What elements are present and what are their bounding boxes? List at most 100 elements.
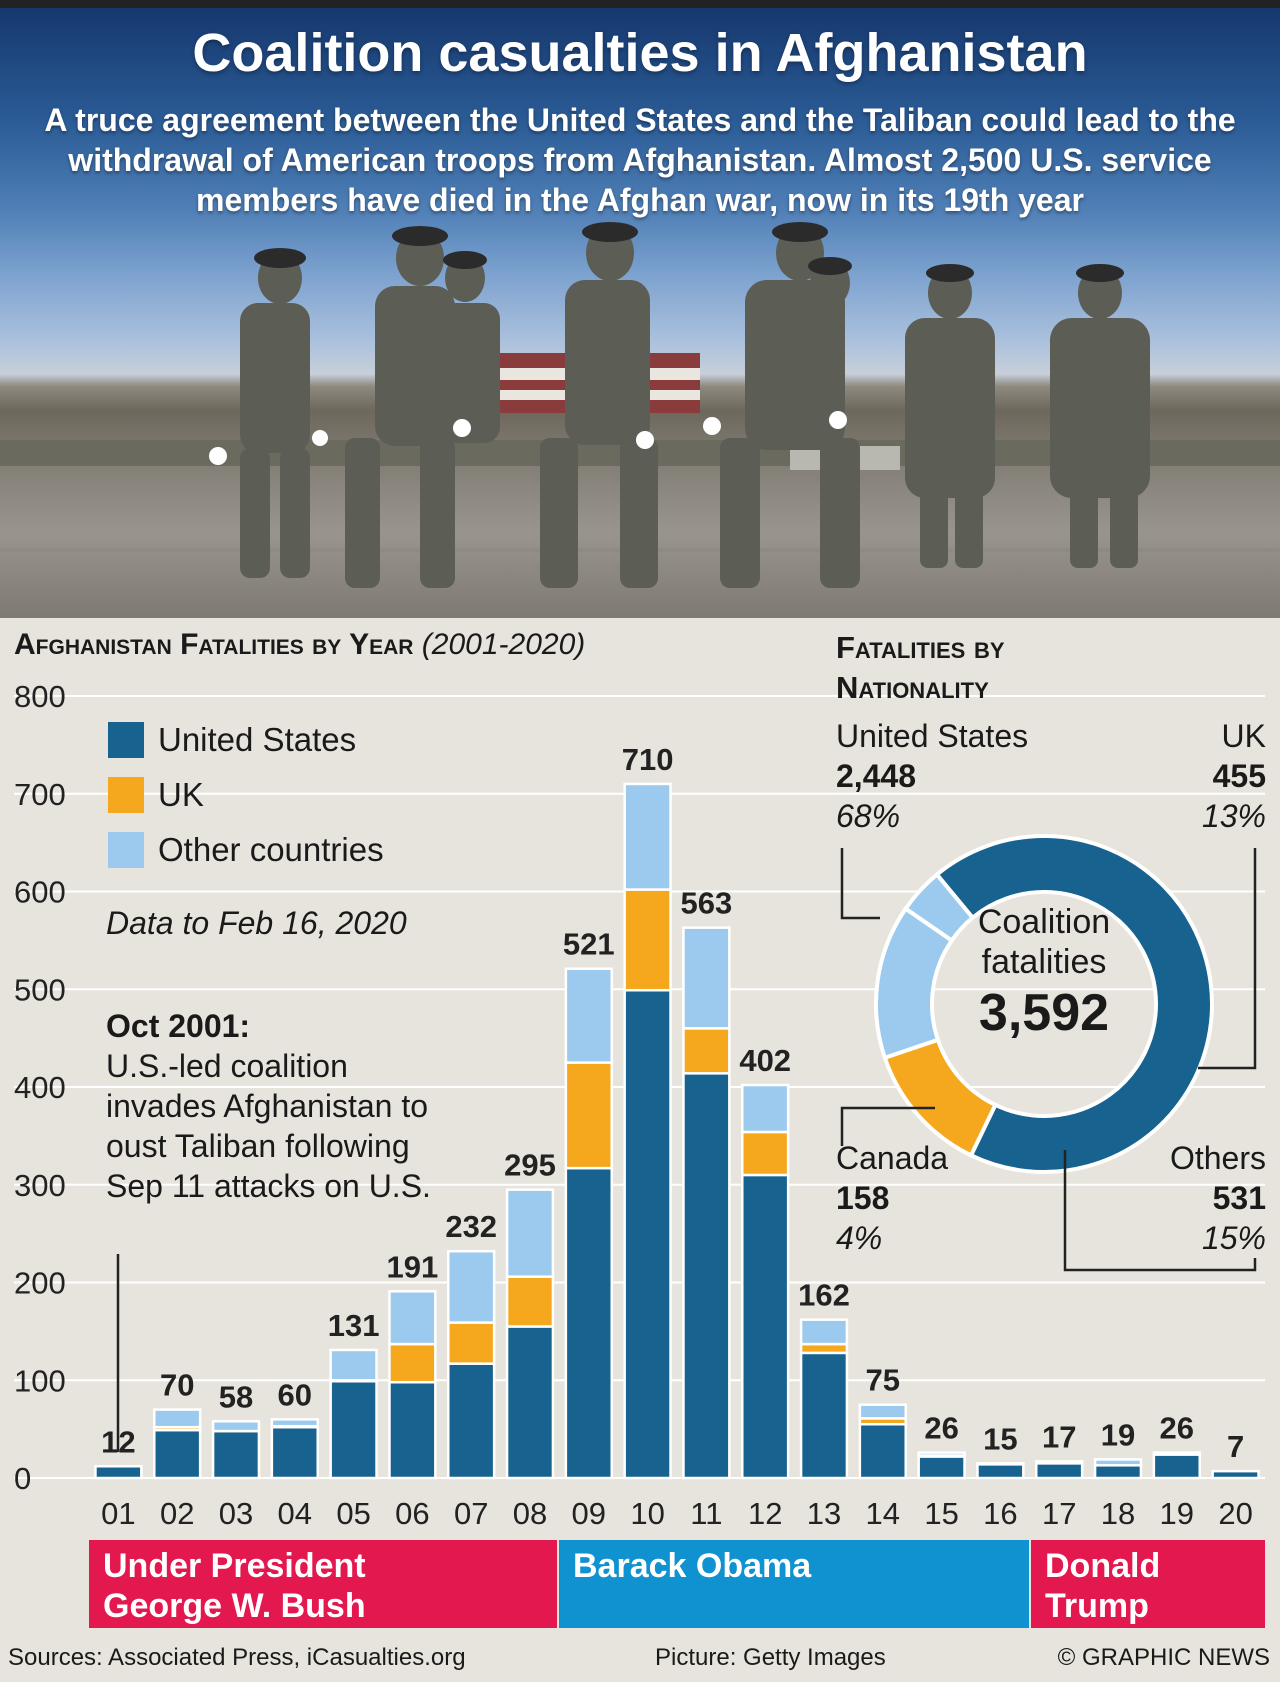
bar-total-label: 60 <box>278 1377 312 1412</box>
bar-segment-other-countries <box>623 782 672 891</box>
footer-sources: Sources: Associated Press, iCasualties.o… <box>8 1644 466 1671</box>
donut-center-label: Coalition fatalities 3,592 <box>944 902 1144 1044</box>
bar-segment-other-countries <box>153 1408 202 1429</box>
obama-label-line1: Barack Obama <box>573 1547 812 1585</box>
bar-segment-other-countries <box>799 1318 849 1346</box>
bar-segment-uk <box>564 1061 613 1170</box>
legend-label: Other countries <box>158 830 384 868</box>
bar-total-label: 75 <box>866 1363 900 1398</box>
bar-total-label: 131 <box>328 1308 380 1343</box>
bar-segment-united-states <box>388 1380 437 1480</box>
bar-segment-united-states <box>1093 1464 1143 1480</box>
trump-label-line2: Trump <box>1045 1587 1149 1625</box>
leader-lines <box>116 848 1257 1452</box>
bar-segment-uk <box>388 1342 437 1384</box>
legend-swatch <box>108 831 144 868</box>
y-tick-label: 400 <box>14 1070 66 1105</box>
bush-label-line1: Under President <box>103 1547 366 1585</box>
x-tick-label: 01 <box>101 1496 135 1531</box>
bar-segment-other-countries <box>211 1420 261 1433</box>
label-uk-name: UK <box>1221 718 1266 754</box>
bar-total-label: 232 <box>445 1209 497 1244</box>
label-others-percent: 15% <box>1201 1220 1266 1256</box>
label-uk: UK 455 13% <box>1202 716 1266 836</box>
bar-segment-united-states <box>917 1455 966 1480</box>
bar-total-label: 402 <box>739 1043 791 1078</box>
bar-segment-united-states <box>153 1428 202 1480</box>
leader-others <box>1063 1150 1257 1272</box>
bar-segment-other-countries <box>1152 1451 1201 1456</box>
annotation-oct-2001: Oct 2001: U.S.-led coalition invades Afg… <box>106 1006 446 1206</box>
bar-total-label: 26 <box>1160 1411 1194 1446</box>
bar-segment-other-countries <box>976 1462 1025 1466</box>
bar-chart-title: Afghanistan Fatalities by Year (2001-202… <box>14 628 585 662</box>
trump-label-line1: Donald <box>1045 1547 1161 1585</box>
label-others-value: 531 <box>1212 1180 1266 1216</box>
bar-segment-other-countries <box>270 1418 319 1428</box>
bar-segment-other-countries <box>388 1290 437 1346</box>
bar-segment-uk <box>505 1275 555 1328</box>
bar-total-label: 70 <box>160 1368 194 1403</box>
bar-segment-uk <box>799 1342 849 1355</box>
x-tick-label: 18 <box>1101 1496 1135 1531</box>
bar-total-label: 26 <box>924 1411 958 1446</box>
bar-segment-uk <box>623 888 672 992</box>
page-subtitle: A truce agreement between the United Sta… <box>44 102 1236 218</box>
bar-segment-uk <box>682 1027 731 1075</box>
x-tick-label: 03 <box>219 1496 253 1531</box>
x-tick-label: 11 <box>690 1496 722 1531</box>
label-united-states: United States 2,448 68% <box>836 716 1028 836</box>
bar-segment-united-states <box>741 1173 790 1480</box>
bar-segment-united-states <box>564 1166 613 1480</box>
x-tick-label: 04 <box>278 1496 312 1531</box>
x-tick-label: 17 <box>1042 1496 1076 1531</box>
x-tick-label: 05 <box>336 1496 370 1531</box>
bar-segment-united-states <box>976 1463 1025 1480</box>
bar-segment-united-states <box>447 1362 496 1480</box>
berets <box>254 222 1124 282</box>
bar-total-label: 17 <box>1042 1419 1076 1454</box>
x-tick-label: 20 <box>1218 1496 1252 1531</box>
donut-slice-united-states <box>934 834 1214 1174</box>
bar-segment-united-states <box>1035 1462 1084 1480</box>
label-us-value: 2,448 <box>836 758 917 794</box>
label-us-percent: 68% <box>836 798 901 834</box>
footer-publisher: © GRAPHIC NEWS <box>1057 1644 1270 1671</box>
x-tick-label: 13 <box>807 1496 841 1531</box>
donut-title: Fatalities by Nationality <box>836 628 1216 708</box>
footer: Sources: Associated Press, iCasualties.o… <box>0 1632 1280 1682</box>
top-rule <box>0 0 1280 8</box>
white-gloves <box>209 411 847 465</box>
bar-total-label: 7 <box>1227 1429 1244 1464</box>
bar-segment-other-countries <box>505 1188 555 1278</box>
x-tick-label: 15 <box>924 1496 958 1531</box>
y-tick-label: 200 <box>14 1266 66 1301</box>
bar-segment-other-countries <box>917 1451 966 1457</box>
x-tick-label: 14 <box>866 1496 900 1531</box>
leader-us <box>840 848 880 920</box>
leader-canada <box>840 1106 935 1146</box>
legend-label: United States <box>158 720 357 758</box>
bar-total-label: 191 <box>387 1249 439 1284</box>
y-tick-label: 300 <box>14 1168 66 1203</box>
legend-item: United States <box>108 712 384 767</box>
bar-segment-united-states <box>799 1351 849 1480</box>
y-tick-label: 600 <box>14 875 66 910</box>
donut-slice-canada <box>902 871 976 944</box>
x-tick-label: 12 <box>748 1496 782 1531</box>
label-canada-value: 158 <box>836 1180 890 1216</box>
page-title: Coalition casualties in Afghanistan <box>192 23 1088 83</box>
label-canada: Canada 158 4% <box>836 1138 948 1258</box>
label-canada-percent: 4% <box>836 1220 883 1256</box>
president-band-bush: Under President George W. Bush <box>89 1540 557 1628</box>
x-tick-label: 19 <box>1160 1496 1194 1531</box>
bar-chart-title-range: (2001-2020) <box>421 628 586 661</box>
bar-segment-other-countries <box>564 967 613 1064</box>
y-tick-label: 100 <box>14 1363 66 1398</box>
bar-segment-uk <box>741 1130 790 1177</box>
bar-total-label: 521 <box>563 927 615 962</box>
bar-total-label: 710 <box>622 742 674 777</box>
leader-uk <box>1198 848 1257 1070</box>
bar-segment-other-countries <box>447 1249 496 1324</box>
